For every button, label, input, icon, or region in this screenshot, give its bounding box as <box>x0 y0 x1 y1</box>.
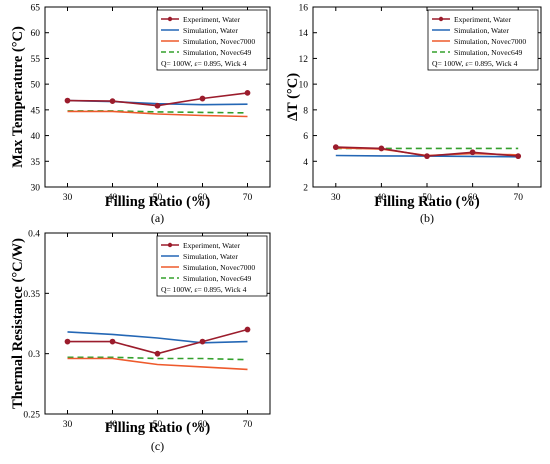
legend: Experiment, Water Simulation, Water Simula… <box>156 9 268 71</box>
x-tick-label: 70 <box>243 193 253 203</box>
data-point <box>109 98 116 105</box>
data-point <box>378 145 385 152</box>
data-point <box>64 338 71 345</box>
legend-label: Simulation, Water <box>183 252 238 261</box>
data-point <box>244 326 251 333</box>
x-tick-label: 60 <box>198 420 208 430</box>
legend: Experiment, Water Simulation, Water Simula… <box>427 9 539 71</box>
legend-box <box>156 9 268 71</box>
data-point <box>109 338 116 345</box>
annotation-text: Q= 100W, ε= 0.895, Wick 4 <box>161 285 247 294</box>
x-tick-label: 50 <box>153 420 163 430</box>
legend-label: Simulation, Novec7000 <box>183 263 255 272</box>
y-tick-label: 45 <box>31 106 41 116</box>
data-point <box>469 149 476 156</box>
y-tick-label: 2 <box>303 184 308 194</box>
data-point <box>154 350 161 357</box>
legend-label: Simulation, Novec7000 <box>183 37 255 46</box>
series-line-simulation-novec7000 <box>67 110 248 118</box>
x-tick-label: 40 <box>108 420 118 430</box>
legend-label: Experiment, Water <box>183 241 240 250</box>
y-tick-label: 0.25 <box>23 411 40 421</box>
panel-label: (c) <box>151 439 164 453</box>
series-line-simulation-water <box>67 331 248 344</box>
data-point <box>154 102 161 109</box>
y-axis-label: Thermal Resistance (°C/W) <box>10 238 26 409</box>
legend-label: Experiment, Water <box>454 15 511 24</box>
y-tick-label: 35 <box>31 158 41 168</box>
x-tick-label: 60 <box>468 193 478 203</box>
legend-box <box>156 235 268 297</box>
data-point <box>244 89 251 96</box>
annotation-text: Q= 100W, ε= 0.895, Wick 4 <box>432 59 518 68</box>
x-tick-label: 30 <box>63 420 73 430</box>
y-tick-label: 65 <box>31 4 41 14</box>
y-tick-label: 40 <box>31 132 41 142</box>
x-axis-label: Filling Ratio (%) <box>374 194 480 210</box>
y-tick-label: 50 <box>31 81 41 91</box>
y-tick-label: 30 <box>31 184 41 194</box>
data-point <box>199 338 206 345</box>
y-tick-label: 60 <box>31 29 41 39</box>
y-tick-label: 16 <box>299 4 309 14</box>
x-tick-label: 50 <box>153 193 163 203</box>
legend-marker <box>167 16 173 22</box>
x-tick-label: 40 <box>108 193 118 203</box>
legend-marker <box>438 16 444 22</box>
legend-label: Simulation, Novec649 <box>183 48 252 57</box>
legend-marker <box>167 242 173 248</box>
y-axis-label: Max Temperature (°C) <box>10 26 26 168</box>
chart-panel-c: 0.25 0.3 0.35 0.4 30 40 50 60 70 Filling Ratio (%… <box>10 230 271 453</box>
series-line-simulation-novec649 <box>67 356 248 361</box>
y-tick-label: 12 <box>299 55 309 65</box>
chart-panel-b: 2 4 6 8 10 12 14 16 30 40 50 60 70 Filling Ratio (%) Δ… <box>285 4 542 225</box>
panel-label: (a) <box>151 211 164 225</box>
data-point <box>64 97 71 104</box>
legend-label: Simulation, Novec7000 <box>454 37 526 46</box>
x-tick-label: 40 <box>377 193 387 203</box>
x-tick-label: 30 <box>63 193 73 203</box>
data-point <box>515 153 522 160</box>
legend-label: Simulation, Water <box>454 26 509 35</box>
y-tick-label: 0.4 <box>28 230 40 240</box>
legend-box <box>427 9 539 71</box>
annotation-text: Q= 100W, ε= 0.895, Wick 4 <box>161 59 247 68</box>
data-point <box>424 153 430 160</box>
y-tick-label: 4 <box>303 158 308 168</box>
y-tick-label: 14 <box>299 29 309 39</box>
panel-label: (b) <box>420 211 434 225</box>
data-point <box>199 95 206 102</box>
x-tick-label: 70 <box>513 193 523 203</box>
y-tick-label: 6 <box>303 132 308 142</box>
y-tick-label: 55 <box>31 55 41 65</box>
legend-label: Simulation, Novec649 <box>183 274 252 283</box>
x-tick-label: 50 <box>422 193 432 203</box>
y-tick-label: 0.3 <box>28 350 40 360</box>
x-tick-label: 60 <box>198 193 208 203</box>
y-tick-label: 0.35 <box>23 290 40 300</box>
x-axis-label: Filling Ratio (%) <box>105 420 211 436</box>
legend-label: Simulation, Novec649 <box>454 48 523 57</box>
y-tick-label: 8 <box>303 106 308 116</box>
x-tick-label: 30 <box>331 193 341 203</box>
chart-panel-a: 30 35 40 45 50 55 60 65 30 40 50 60 70 Filling Ratio … <box>10 4 271 225</box>
legend-label: Simulation, Water <box>183 26 238 35</box>
data-point <box>332 144 339 151</box>
x-tick-label: 70 <box>243 420 253 430</box>
x-axis-label: Filling Ratio (%) <box>105 194 211 210</box>
legend-label: Experiment, Water <box>183 15 240 24</box>
y-axis-label: ΔT (°C) <box>285 73 301 121</box>
series-line-simulation-novec7000 <box>67 357 248 371</box>
legend: Experiment, Water Simulation, Water Simula… <box>156 235 268 297</box>
y-tick-label: 10 <box>299 81 309 91</box>
